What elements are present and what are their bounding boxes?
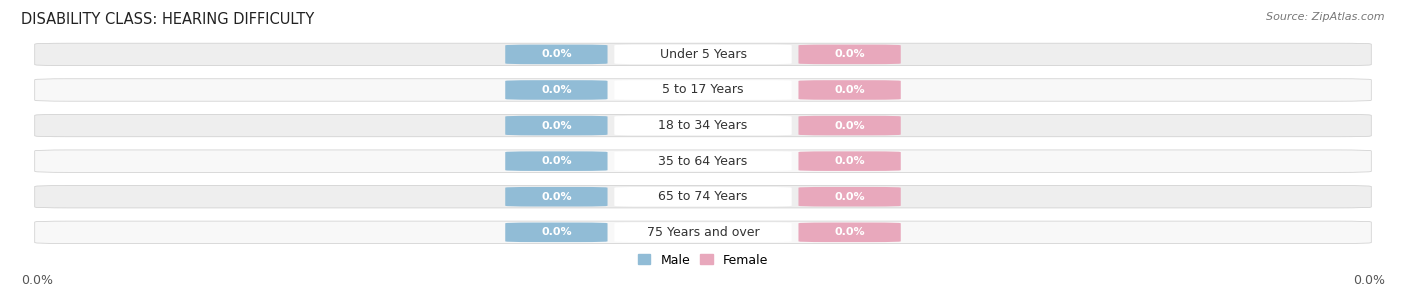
FancyBboxPatch shape	[505, 151, 607, 171]
Text: 0.0%: 0.0%	[541, 156, 572, 166]
Text: 75 Years and over: 75 Years and over	[647, 226, 759, 239]
FancyBboxPatch shape	[505, 116, 607, 135]
Text: 0.0%: 0.0%	[541, 85, 572, 95]
FancyBboxPatch shape	[614, 116, 792, 135]
FancyBboxPatch shape	[505, 187, 607, 206]
Text: 0.0%: 0.0%	[541, 192, 572, 202]
Text: 0.0%: 0.0%	[21, 274, 53, 287]
Text: 0.0%: 0.0%	[541, 120, 572, 131]
Text: 0.0%: 0.0%	[834, 156, 865, 166]
FancyBboxPatch shape	[35, 79, 1371, 101]
Text: Under 5 Years: Under 5 Years	[659, 48, 747, 61]
Text: 35 to 64 Years: 35 to 64 Years	[658, 155, 748, 168]
Text: 18 to 34 Years: 18 to 34 Years	[658, 119, 748, 132]
Text: 0.0%: 0.0%	[834, 49, 865, 59]
FancyBboxPatch shape	[799, 187, 901, 206]
FancyBboxPatch shape	[799, 45, 901, 64]
Text: DISABILITY CLASS: HEARING DIFFICULTY: DISABILITY CLASS: HEARING DIFFICULTY	[21, 12, 315, 27]
FancyBboxPatch shape	[614, 223, 792, 242]
Text: 0.0%: 0.0%	[834, 85, 865, 95]
FancyBboxPatch shape	[35, 185, 1371, 208]
Text: 0.0%: 0.0%	[1353, 274, 1385, 287]
FancyBboxPatch shape	[35, 221, 1371, 243]
Text: 5 to 17 Years: 5 to 17 Years	[662, 84, 744, 96]
FancyBboxPatch shape	[505, 223, 607, 242]
FancyBboxPatch shape	[614, 80, 792, 100]
Text: 0.0%: 0.0%	[541, 49, 572, 59]
Legend: Male, Female: Male, Female	[633, 249, 773, 272]
Text: 0.0%: 0.0%	[541, 227, 572, 237]
FancyBboxPatch shape	[505, 45, 607, 64]
FancyBboxPatch shape	[35, 114, 1371, 137]
FancyBboxPatch shape	[799, 80, 901, 100]
FancyBboxPatch shape	[799, 223, 901, 242]
FancyBboxPatch shape	[35, 43, 1371, 66]
Text: 0.0%: 0.0%	[834, 120, 865, 131]
Text: 0.0%: 0.0%	[834, 227, 865, 237]
FancyBboxPatch shape	[799, 116, 901, 135]
FancyBboxPatch shape	[614, 187, 792, 206]
FancyBboxPatch shape	[799, 151, 901, 171]
FancyBboxPatch shape	[614, 151, 792, 171]
Text: Source: ZipAtlas.com: Source: ZipAtlas.com	[1267, 12, 1385, 22]
Text: 0.0%: 0.0%	[834, 192, 865, 202]
FancyBboxPatch shape	[35, 150, 1371, 172]
Text: 65 to 74 Years: 65 to 74 Years	[658, 190, 748, 203]
FancyBboxPatch shape	[505, 80, 607, 100]
FancyBboxPatch shape	[614, 45, 792, 64]
